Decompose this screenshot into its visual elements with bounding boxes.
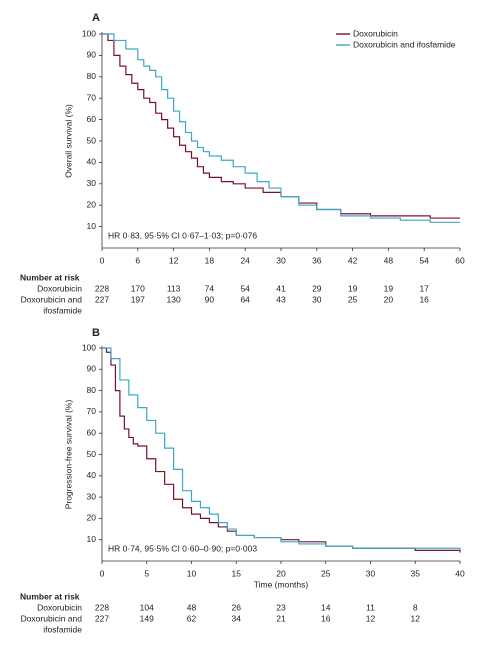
y-tick-label: 100 <box>82 28 96 38</box>
legend-label: Doxorubicin <box>353 28 398 38</box>
y-axis-label: Progression-free survival (%) <box>63 400 73 510</box>
y-tick-label: 60 <box>87 114 97 124</box>
x-tick-label: 6 <box>135 255 140 265</box>
y-tick-label: 50 <box>87 449 97 459</box>
legend-label: Doxorubicin and ifosfamide <box>353 39 456 49</box>
risk-value: 26 <box>232 602 242 612</box>
risk-value: 20 <box>384 294 394 304</box>
risk-row-label: Doxorubicin and <box>21 613 83 623</box>
risk-value: 43 <box>276 294 286 304</box>
y-tick-label: 10 <box>87 534 97 544</box>
x-tick-label: 12 <box>169 255 179 265</box>
risk-value: 16 <box>321 613 331 623</box>
survival-curve <box>102 33 460 219</box>
x-tick-label: 5 <box>144 568 149 578</box>
risk-value: 228 <box>95 602 109 612</box>
x-tick-label: 35 <box>411 568 421 578</box>
risk-table-title: Number at risk <box>20 591 80 601</box>
panel-label: A <box>92 12 100 24</box>
y-tick-label: 30 <box>87 491 97 501</box>
x-tick-label: 10 <box>187 568 197 578</box>
risk-value: 19 <box>384 283 394 293</box>
survival-curve <box>102 33 460 223</box>
risk-table-title: Number at risk <box>20 272 80 282</box>
x-tick-label: 40 <box>455 568 465 578</box>
y-tick-label: 90 <box>87 364 97 374</box>
risk-value: 12 <box>411 613 421 623</box>
y-tick-label: 80 <box>87 71 97 81</box>
risk-value: 11 <box>366 602 375 612</box>
x-tick-label: 30 <box>366 568 376 578</box>
risk-row-label: Doxorubicin and <box>21 294 83 304</box>
risk-row-label: ifosfamide <box>43 305 82 315</box>
risk-value: 90 <box>205 294 215 304</box>
x-tick-label: 60 <box>455 255 465 265</box>
y-tick-label: 20 <box>87 199 97 209</box>
risk-value: 64 <box>240 294 250 304</box>
y-tick-label: 10 <box>87 221 97 231</box>
panel-label: B <box>92 327 100 339</box>
risk-value: 19 <box>348 283 358 293</box>
x-tick-label: 24 <box>240 255 250 265</box>
x-tick-label: 42 <box>348 255 358 265</box>
risk-value: 130 <box>167 294 181 304</box>
y-tick-label: 100 <box>82 342 96 352</box>
x-tick-label: 30 <box>276 255 286 265</box>
x-tick-label: 36 <box>312 255 322 265</box>
x-tick-label: 20 <box>276 568 286 578</box>
risk-value: 48 <box>187 602 197 612</box>
y-tick-label: 20 <box>87 513 97 523</box>
risk-value: 113 <box>167 283 181 293</box>
x-tick-label: 48 <box>384 255 394 265</box>
risk-value: 228 <box>95 283 109 293</box>
y-tick-label: 70 <box>87 92 97 102</box>
risk-value: 16 <box>419 294 429 304</box>
y-tick-label: 50 <box>87 135 97 145</box>
annotation: HR 0·83, 95·5% CI 0·67–1·03; p=0·076 <box>108 230 257 240</box>
risk-value: 74 <box>205 283 215 293</box>
y-tick-label: 70 <box>87 406 97 416</box>
y-tick-label: 40 <box>87 470 97 480</box>
x-axis-label: Time (months) <box>254 579 309 589</box>
risk-value: 17 <box>419 283 429 293</box>
risk-value: 29 <box>312 283 322 293</box>
y-tick-label: 90 <box>87 50 97 60</box>
risk-value: 104 <box>140 602 154 612</box>
risk-value: 227 <box>95 294 109 304</box>
risk-value: 30 <box>312 294 322 304</box>
risk-value: 25 <box>348 294 358 304</box>
risk-value: 197 <box>131 294 145 304</box>
y-tick-label: 60 <box>87 427 97 437</box>
risk-value: 34 <box>232 613 242 623</box>
risk-row-label: Doxorubicin <box>37 283 82 293</box>
risk-value: 21 <box>276 613 286 623</box>
risk-value: 8 <box>413 602 418 612</box>
y-tick-label: 40 <box>87 157 97 167</box>
x-tick-label: 0 <box>100 568 105 578</box>
risk-value: 41 <box>276 283 286 293</box>
y-axis-label: Overall survival (%) <box>63 104 73 178</box>
risk-value: 12 <box>366 613 376 623</box>
risk-row-label: Doxorubicin <box>37 602 82 612</box>
y-tick-label: 80 <box>87 385 97 395</box>
y-tick-label: 30 <box>87 178 97 188</box>
annotation: HR 0·74, 95·5% CI 0·60–0·90; p=0·003 <box>108 543 257 553</box>
risk-value: 227 <box>95 613 109 623</box>
x-tick-label: 0 <box>100 255 105 265</box>
risk-value: 62 <box>187 613 197 623</box>
risk-value: 170 <box>131 283 145 293</box>
survival-curve <box>102 347 461 551</box>
risk-value: 149 <box>140 613 154 623</box>
risk-value: 54 <box>240 283 250 293</box>
x-tick-label: 25 <box>321 568 331 578</box>
x-tick-label: 18 <box>205 255 215 265</box>
x-tick-label: 54 <box>419 255 429 265</box>
risk-value: 14 <box>321 602 331 612</box>
x-tick-label: 15 <box>232 568 242 578</box>
survival-curve <box>102 347 461 553</box>
risk-row-label: ifosfamide <box>43 624 82 634</box>
risk-value: 23 <box>276 602 286 612</box>
